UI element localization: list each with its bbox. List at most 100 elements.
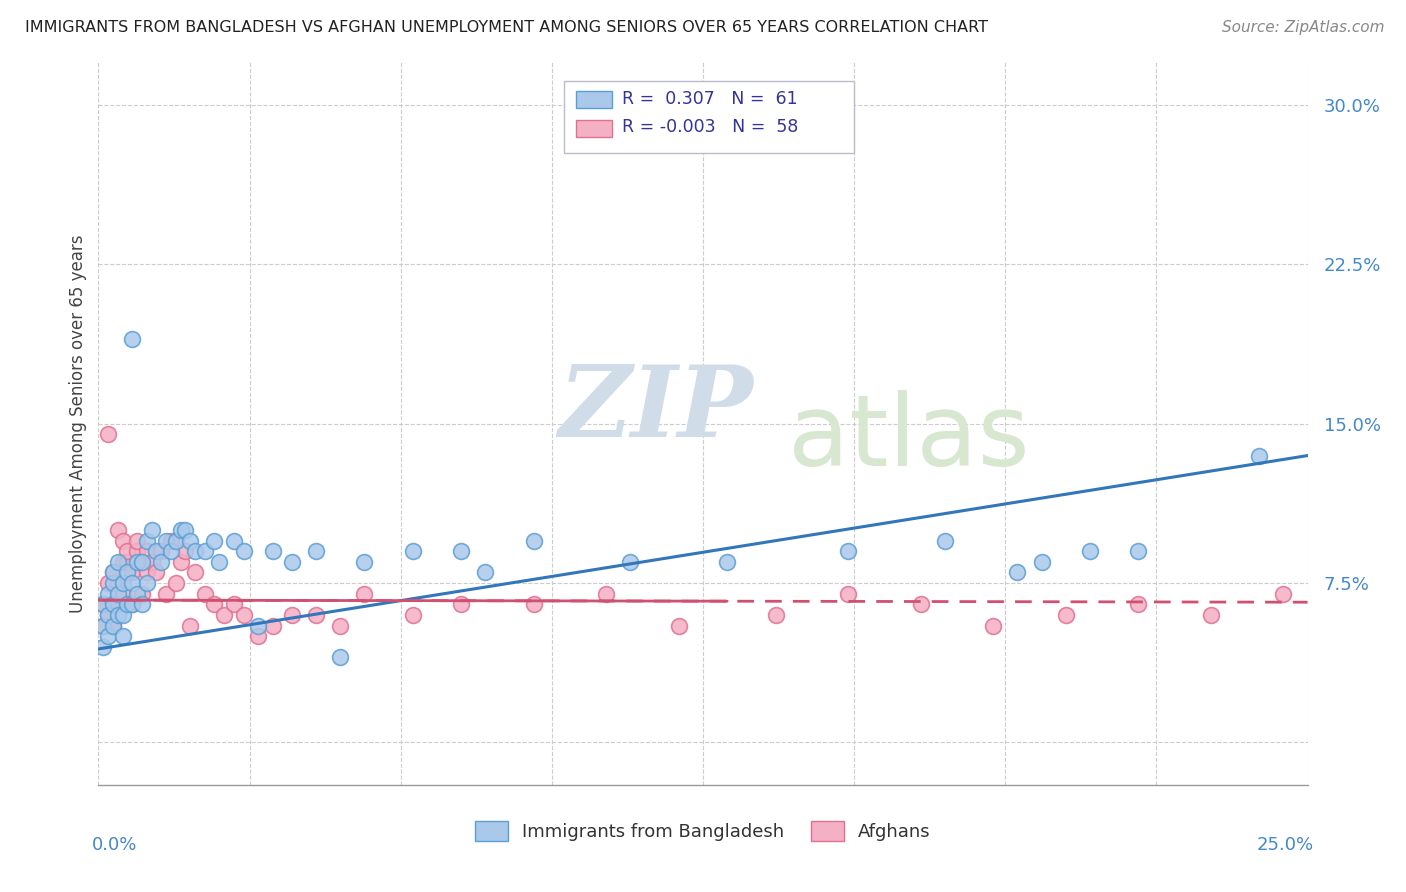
Y-axis label: Unemployment Among Seniors over 65 years: Unemployment Among Seniors over 65 years <box>69 235 87 613</box>
Point <box>981 618 1004 632</box>
Point <box>329 650 352 665</box>
Point <box>150 544 173 558</box>
Point <box>165 533 187 548</box>
Text: 0.0%: 0.0% <box>93 836 138 854</box>
Point <box>1128 598 1150 612</box>
Point <box>107 523 129 537</box>
Point <box>1128 544 1150 558</box>
Point <box>131 598 153 612</box>
Point <box>111 576 134 591</box>
Point <box>127 533 149 548</box>
Point <box>595 587 617 601</box>
Point <box>523 533 546 548</box>
Point <box>450 544 472 558</box>
Point <box>91 618 114 632</box>
Point <box>174 544 197 558</box>
Point <box>97 607 120 622</box>
Point <box>194 544 217 558</box>
Point <box>160 544 183 558</box>
Point <box>837 587 859 601</box>
Point <box>1272 587 1295 601</box>
Point <box>281 607 304 622</box>
Point <box>837 544 859 558</box>
Point <box>184 544 207 558</box>
Point <box>194 587 217 601</box>
Point <box>1199 607 1222 622</box>
Point <box>101 566 124 580</box>
Point <box>127 587 149 601</box>
Point <box>353 555 375 569</box>
Point <box>91 618 114 632</box>
Point <box>910 598 932 612</box>
Text: ZIP: ZIP <box>558 361 752 458</box>
Point <box>107 598 129 612</box>
Point <box>668 618 690 632</box>
Point <box>305 607 328 622</box>
Point <box>247 629 270 643</box>
Point <box>117 555 139 569</box>
Point <box>204 533 226 548</box>
Text: IMMIGRANTS FROM BANGLADESH VS AFGHAN UNEMPLOYMENT AMONG SENIORS OVER 65 YEARS CO: IMMIGRANTS FROM BANGLADESH VS AFGHAN UNE… <box>25 20 988 35</box>
Point <box>127 544 149 558</box>
Point <box>111 587 134 601</box>
Point <box>934 533 956 548</box>
Point <box>141 523 163 537</box>
Point <box>101 566 124 580</box>
Legend: Immigrants from Bangladesh, Afghans: Immigrants from Bangladesh, Afghans <box>468 814 938 848</box>
Point <box>101 576 124 591</box>
Point <box>107 555 129 569</box>
Point <box>127 555 149 569</box>
Point <box>262 544 284 558</box>
Point <box>121 332 143 346</box>
Point <box>160 533 183 548</box>
Point <box>97 629 120 643</box>
Point <box>117 544 139 558</box>
Point <box>111 607 134 622</box>
Point <box>131 555 153 569</box>
Point <box>97 607 120 622</box>
Point <box>204 598 226 612</box>
Point <box>91 640 114 654</box>
Point <box>402 544 425 558</box>
Point <box>121 576 143 591</box>
Point <box>145 544 167 558</box>
Point <box>262 618 284 632</box>
Point <box>121 598 143 612</box>
Point <box>619 555 641 569</box>
Point <box>155 533 177 548</box>
Point <box>97 587 120 601</box>
Point <box>247 618 270 632</box>
Point <box>305 544 328 558</box>
Point <box>281 555 304 569</box>
Point <box>117 566 139 580</box>
Point <box>135 566 157 580</box>
Point <box>329 618 352 632</box>
Text: Source: ZipAtlas.com: Source: ZipAtlas.com <box>1222 20 1385 35</box>
Point <box>174 523 197 537</box>
Point <box>353 587 375 601</box>
Point <box>1078 544 1101 558</box>
Point <box>222 598 245 612</box>
Text: R = -0.003   N =  58: R = -0.003 N = 58 <box>621 119 799 136</box>
Text: 25.0%: 25.0% <box>1257 836 1313 854</box>
Point <box>101 598 124 612</box>
Point <box>91 598 114 612</box>
Point <box>232 544 254 558</box>
Point <box>169 555 191 569</box>
Bar <box>576 120 613 136</box>
Point <box>402 607 425 622</box>
Point <box>165 576 187 591</box>
Point <box>107 576 129 591</box>
Point <box>107 607 129 622</box>
Point <box>208 555 231 569</box>
Point <box>184 566 207 580</box>
Point <box>145 566 167 580</box>
Point <box>523 598 546 612</box>
Point <box>150 555 173 569</box>
Point <box>135 533 157 548</box>
Point <box>131 555 153 569</box>
Point <box>179 533 201 548</box>
Text: R =  0.307   N =  61: R = 0.307 N = 61 <box>621 89 797 108</box>
Point <box>1054 607 1077 622</box>
Point <box>232 607 254 622</box>
